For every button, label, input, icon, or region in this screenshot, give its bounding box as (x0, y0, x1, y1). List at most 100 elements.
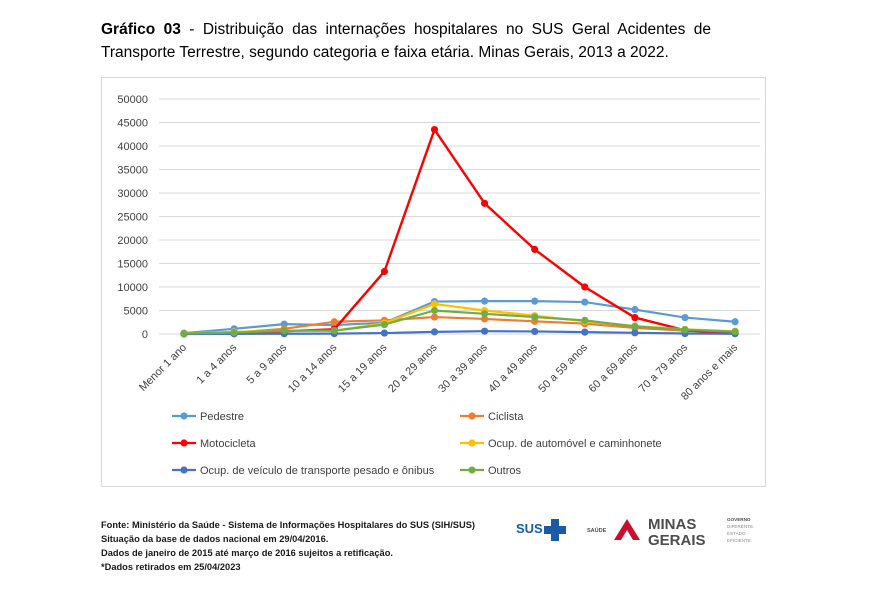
x-tick-label: 10 a 14 anos (286, 341, 340, 395)
chart-area: 50000 45000 40000 35000 30000 25000 20000 15000… (101, 77, 766, 487)
legend-item: Motocicleta (172, 438, 257, 450)
x-tick-label: 50 a 59 anos (536, 341, 590, 395)
legend-marker (468, 466, 476, 474)
source-note-line: *Dados retirados em 25/04/2023 (101, 562, 241, 572)
series-line (183, 309, 736, 335)
logos: SUS SAÚDE MINAS GERAIS GOVERNO DIFERENTE… (516, 516, 754, 548)
y-tick-label: 30000 (117, 188, 148, 200)
data-point (681, 313, 689, 322)
x-tick-label: 30 a 39 anos (436, 341, 490, 395)
minas-triangle-icon (614, 519, 640, 540)
data-point (531, 245, 539, 253)
gov-line2: DIFERENTE. (727, 524, 754, 529)
data-point (731, 318, 739, 326)
chart-title-text: - Distribuição das internações hospitala… (101, 21, 711, 61)
data-point (430, 306, 439, 315)
legend-label: Ocup. de veículo de transporte pesado e … (200, 465, 435, 477)
legend-marker (180, 466, 188, 474)
y-tick-label: 15000 (117, 259, 148, 271)
legend-marker (468, 439, 476, 447)
data-point (531, 327, 539, 336)
series-line (183, 330, 736, 336)
legend-label: Motocicleta (200, 438, 257, 450)
legend-item: Ocup. de automóvel e caminhonete (460, 438, 662, 450)
data-point (631, 313, 639, 322)
legend-item: Outros (460, 465, 522, 477)
gov-line4: EFICIENTE. (727, 538, 752, 543)
data-point (481, 199, 489, 207)
data-point (581, 298, 589, 306)
sus-logo: SUS (516, 519, 566, 541)
source-note-line: Fonte: Ministério da Saúde - Sistema de … (101, 520, 476, 530)
minas-gerais-logo: MINAS GERAIS GOVERNO DIFERENTE. ESTADO E… (614, 516, 754, 548)
series-motocicleta (180, 125, 739, 338)
sus-logo-text: SUS (516, 521, 543, 536)
data-point (481, 327, 489, 335)
series-line (183, 300, 736, 335)
legend-item: Ciclista (460, 411, 524, 423)
legend-label: Ocup. de automóvel e caminhonete (488, 438, 662, 450)
source-note-line: Situação da base de dados nacional em 29… (101, 534, 329, 544)
data-point (731, 328, 739, 336)
x-tick-label: 1 a 4 anos (194, 341, 239, 386)
data-point (481, 297, 489, 305)
data-point (631, 329, 639, 337)
y-tick-label: 45000 (117, 118, 148, 130)
data-point (581, 328, 589, 336)
data-point (280, 327, 288, 335)
data-point (380, 321, 388, 329)
x-tick-label: 70 a 79 anos (637, 341, 691, 395)
y-tick-label: 5000 (124, 306, 148, 318)
legend-marker (468, 412, 476, 420)
series-line (183, 128, 736, 335)
data-point (330, 318, 338, 326)
data-point (180, 329, 188, 338)
data-point (430, 328, 439, 336)
x-tick-label: Menor 1 ano (137, 342, 189, 394)
data-point (481, 315, 489, 323)
sus-cross-icon (544, 519, 566, 541)
x-tick-label: 40 a 49 anos (486, 341, 540, 395)
data-point (430, 313, 439, 321)
data-point (631, 322, 639, 331)
data-point (430, 125, 439, 134)
y-tick-label: 0 (142, 329, 148, 341)
data-point (481, 310, 489, 318)
data-point (380, 329, 388, 337)
legend-marker (180, 412, 188, 420)
series-outros (180, 306, 739, 338)
data-point (380, 267, 388, 276)
source-note-line: Dados de janeiro de 2015 até março de 20… (101, 548, 393, 558)
data-point (581, 316, 589, 324)
chart-title-bold: Gráfico 03 (101, 21, 181, 38)
legend-marker (180, 439, 188, 447)
gov-line1: GOVERNO (727, 517, 751, 522)
legend-item: Ocup. de veículo de transporte pesado e … (172, 465, 435, 477)
x-tick-label: 15 a 19 anos (336, 341, 390, 395)
y-tick-label: 10000 (117, 282, 148, 294)
series-line (183, 315, 736, 335)
line-chart: 5000045000400003500030000250002000015000… (117, 94, 761, 477)
data-point (681, 326, 689, 334)
gov-line3: ESTADO (727, 531, 746, 536)
saude-text: SAÚDE (587, 527, 607, 534)
y-tick-label: 25000 (117, 212, 148, 224)
legend-item: Pedestre (172, 411, 244, 423)
minas-line2: GERAIS (648, 532, 706, 548)
data-point (531, 313, 539, 321)
data-point (581, 283, 589, 291)
data-point (430, 300, 439, 308)
x-tick-label: 5 a 9 anos (245, 341, 290, 386)
chart-title: Gráfico 03 - Distribuição das internaçõe… (101, 18, 711, 64)
x-tick-label: 20 a 29 anos (386, 341, 440, 395)
legend-label: Outros (488, 465, 522, 477)
data-point (631, 305, 639, 314)
legend-label: Ciclista (488, 411, 524, 423)
y-tick-label: 40000 (117, 141, 148, 153)
data-point (230, 328, 238, 337)
legend-label: Pedestre (200, 411, 244, 423)
data-point (330, 327, 338, 335)
minas-line1: MINAS (648, 516, 696, 533)
y-tick-label: 20000 (117, 235, 148, 247)
y-tick-label: 50000 (117, 94, 148, 106)
